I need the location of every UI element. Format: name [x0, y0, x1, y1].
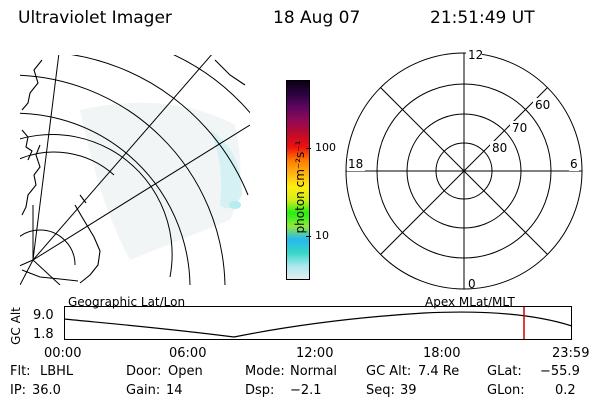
filter-value: LBHL	[40, 364, 74, 379]
ip-value: 36.0	[32, 383, 61, 398]
colorbar	[286, 80, 310, 280]
colorbar-tick-mark-10	[306, 236, 311, 237]
x-tick-0600: 06:00	[169, 346, 207, 361]
time-label: 21:51:49 UT	[430, 8, 535, 28]
mode-label: Mode:	[245, 364, 285, 379]
mode-value: Normal	[290, 364, 338, 379]
dsp-label: Dsp:	[245, 383, 275, 398]
altitude-plot	[64, 306, 572, 340]
polar-plot: 12 18 6 0 60 70 80	[345, 48, 583, 291]
colorbar-tick-100: 100	[315, 141, 336, 154]
seq-value: 39	[400, 383, 417, 398]
aurora-emission	[80, 102, 242, 261]
lat-label-80: 80	[492, 141, 507, 155]
door-label: Door:	[126, 364, 162, 379]
glat-value: −55.9	[540, 364, 580, 379]
altitude-curve	[64, 311, 572, 338]
gc-alt-value: 7.4 Re	[418, 364, 460, 379]
glon-value: 0.2	[555, 383, 576, 398]
colorbar-tick-mark-100	[306, 148, 311, 149]
geographic-label: Geographic Lat/Lon	[68, 295, 186, 309]
coastline	[21, 59, 246, 284]
mlt-label-12: 12	[468, 48, 483, 62]
date-label: 18 Aug 07	[273, 8, 361, 28]
gain-label: Gain:	[126, 383, 161, 398]
lat-label-70: 70	[512, 121, 527, 135]
lat-label-60: 60	[535, 98, 550, 112]
colorbar-unit-label: photon cm⁻²s⁻¹	[293, 140, 307, 234]
gain-value: 14	[166, 383, 183, 398]
colorbar-tick-10: 10	[315, 229, 329, 242]
gc-alt-label: GC Alt:	[366, 364, 412, 379]
geographic-map	[20, 55, 250, 285]
x-tick-1800: 18:00	[423, 346, 461, 361]
polar-diagonal-2	[380, 87, 548, 255]
mlt-label-0: 0	[468, 277, 476, 291]
mlt-label-6: 6	[570, 157, 578, 171]
y-tick-low: 1.8	[33, 327, 54, 342]
instrument-title: Ultraviolet Imager	[18, 8, 172, 28]
x-tick-1200: 12:00	[296, 346, 334, 361]
glat-label: GLat:	[487, 364, 522, 379]
door-value: Open	[168, 364, 203, 379]
mlt-label-18: 18	[348, 157, 363, 171]
apex-label: Apex MLat/MLT	[425, 295, 515, 309]
y-tick-high: 9.0	[33, 308, 54, 323]
glon-label: GLon:	[487, 383, 525, 398]
filter-label: Flt:	[10, 364, 31, 379]
ip-label: IP:	[10, 383, 27, 398]
seq-label: Seq:	[366, 383, 395, 398]
longitude-grid	[20, 55, 250, 285]
gc-alt-axis-label: GC Alt	[9, 307, 23, 345]
dsp-value: −2.1	[290, 383, 322, 398]
x-tick-0000: 00:00	[44, 346, 82, 361]
x-tick-2359: 23:59	[552, 346, 590, 361]
